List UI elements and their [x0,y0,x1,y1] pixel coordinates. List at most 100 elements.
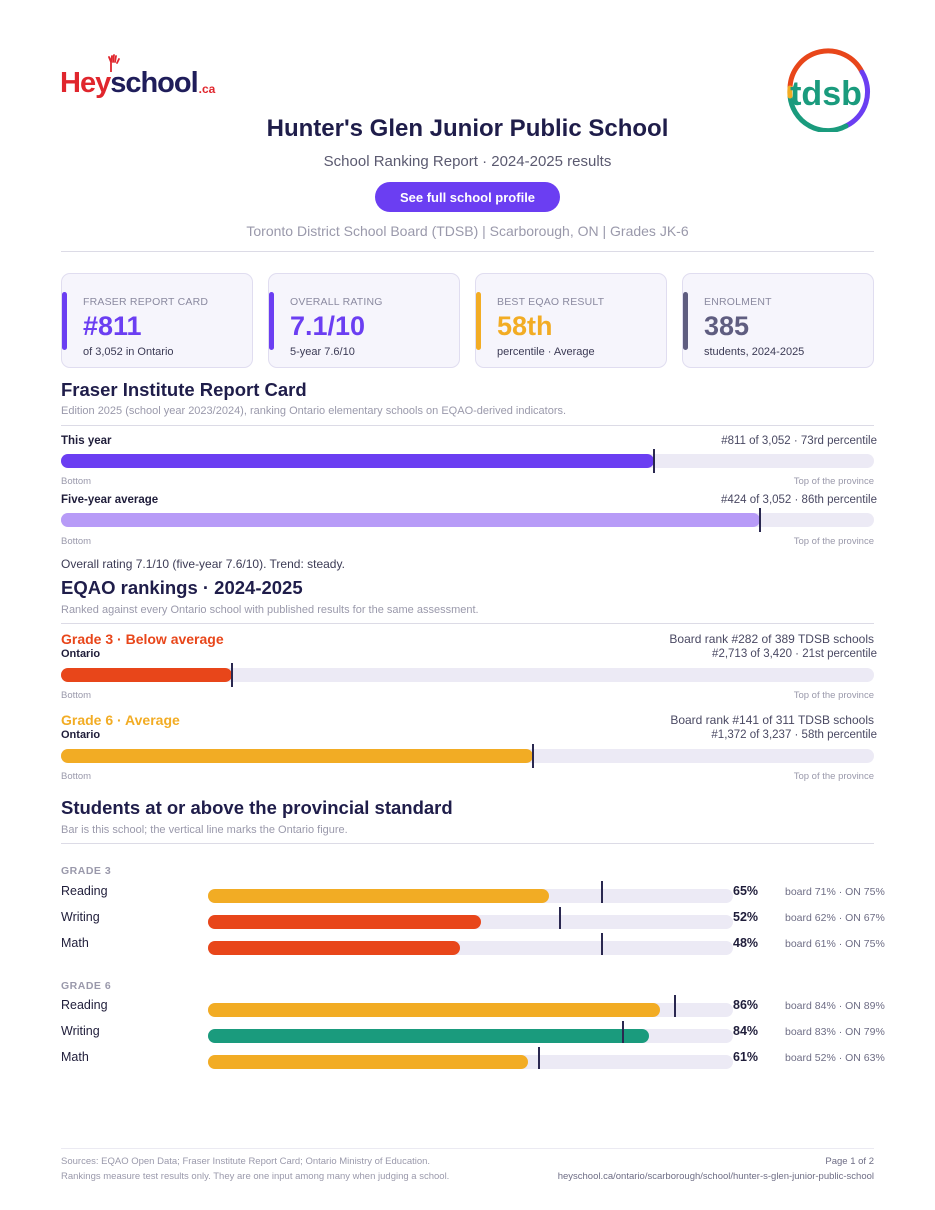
standard-comparison: board 62% · ON 67% [785,912,885,924]
eqao-grade6-board-rank: Board rank #141 of 311 TDSB schools [670,713,874,727]
standard-comparison: board 52% · ON 63% [785,1052,885,1064]
standard-bar-fill [208,1003,660,1017]
heyschool-logo[interactable]: Hey school .ca [60,54,216,100]
eqao-grade6-title: Grade 6 · Average [61,712,180,728]
standard-bar-track [208,1021,733,1043]
standard-bar-fill [208,1055,529,1069]
standard-bar-track [208,995,733,1017]
page-title: Hunter's Glen Junior Public School [266,115,669,142]
ontario-marker [537,1047,540,1069]
stat-card-enrolment: ENROLMENT 385 students, 2024-2025 [682,273,874,368]
fraser-note: Edition 2025 (school year 2023/2024), ra… [61,405,567,417]
standard-heading: Students at or above the provincial stan… [61,797,453,818]
scale-top-label: Top of the province [793,536,874,547]
standard-bar-track [208,933,733,955]
footer-sources: Sources: EQAO Open Data; Fraser Institut… [61,1154,449,1184]
fraser-summary: Overall rating 7.1/10 (five-year 7.6/10)… [61,557,345,571]
standard-subject-label: Writing [61,910,100,924]
standard-group-grade3: GRADE 3 [61,865,112,877]
standard-bar-fill [208,941,460,955]
eqao-grade3-board-rank: Board rank #282 of 389 TDSB schools [669,632,874,646]
full-profile-button[interactable]: See full school profile [375,182,560,212]
scale-bottom-label: Bottom [61,536,92,547]
stat-card-rating: OVERALL RATING 7.1/10 5-year 7.6/10 [268,273,460,368]
eqao-grade6-track [61,744,874,768]
fraser-this-year-marker [653,449,656,473]
logo-school: school [110,67,198,99]
logo-hey: Hey [60,67,111,99]
standard-bar-fill [208,889,550,903]
scale-top-label: Top of the province [793,771,874,782]
page-number: Page 1 of 2 [825,1156,874,1167]
card-value: #811 [83,311,142,341]
fraser-five-year-fill [61,513,761,527]
card-sub: percentile · Average [497,346,595,358]
school-meta: Toronto District School Board (TDSB) | S… [246,223,689,239]
tdsb-wordmark: tdsb [790,75,862,113]
eqao-grade3-rank: #2,713 of 3,420 · 21st percentile [712,648,877,660]
eqao-grade6-rank: #1,372 of 3,237 · 58th percentile [711,729,877,741]
standard-subject-label: Math [61,1050,89,1064]
standard-comparison: board 61% · ON 75% [785,938,885,950]
card-accent [683,292,688,350]
standard-note: Bar is this school; the vertical line ma… [61,824,348,836]
scale-bottom-label: Bottom [61,771,92,782]
eqao-grade3-fill [61,668,232,682]
scale-top-label: Top of the province [793,476,874,487]
fraser-five-year-label: Five-year average [61,494,159,506]
card-accent [476,292,481,350]
divider [61,1148,874,1149]
divider [61,623,874,624]
card-label: BEST EQAO RESULT [497,296,605,308]
card-label: FRASER REPORT CARD [83,296,209,308]
tdsb-logo: tdsb [787,48,871,132]
standard-percent: 84% [733,1024,759,1038]
standard-bar-fill [208,915,481,929]
ontario-marker [600,881,603,903]
standard-group-grade6: GRADE 6 [61,980,112,992]
card-sub: 5-year 7.6/10 [290,346,355,358]
footer-url[interactable]: heyschool.ca/ontario/scarborough/school/… [557,1171,874,1182]
scale-bottom-label: Bottom [61,690,92,701]
divider [61,843,874,844]
eqao-grade3-marker [230,663,233,687]
footer-right: Page 1 of 2 heyschool.ca/ontario/scarbor… [558,1154,874,1184]
ontario-marker [600,933,603,955]
fraser-this-year-rank: #811 of 3,052 · 73rd percentile [721,435,877,447]
card-sub: of 3,052 in Ontario [83,346,174,358]
standard-subject-label: Reading [61,884,108,898]
fraser-five-year-marker [759,508,762,532]
logo-ca: .ca [198,82,216,96]
fraser-this-year-track [61,449,874,473]
report-subtitle: School Ranking Report · 2024-2025 result… [323,153,612,170]
standard-bar-track [208,1047,733,1069]
standard-subject-label: Math [61,936,89,950]
standard-comparison: board 84% · ON 89% [785,1000,885,1012]
fraser-this-year-label: This year [61,435,112,447]
standard-bar-track [208,881,733,903]
eqao-grade3-scope: Ontario [61,648,101,660]
ontario-marker [558,907,561,929]
standard-percent: 48% [733,936,759,950]
eqao-grade6-fill [61,749,533,763]
card-accent [269,292,274,350]
scale-top-label: Top of the province [793,690,874,701]
standard-subject-label: Writing [61,1024,100,1038]
stat-card-eqao: BEST EQAO RESULT 58th percentile · Avera… [475,273,667,368]
standard-comparison: board 83% · ON 79% [785,1026,885,1038]
fraser-five-year-track [61,508,874,532]
standard-percent: 61% [733,1050,759,1064]
standard-percent: 52% [733,910,759,924]
fraser-heading: Fraser Institute Report Card [61,379,307,400]
standard-bar-fill [208,1029,649,1043]
standard-subject-label: Reading [61,998,108,1012]
fraser-five-year-rank: #424 of 3,052 · 86th percentile [720,494,877,506]
card-label: ENROLMENT [704,296,772,308]
standard-percent: 86% [733,998,759,1012]
divider [61,425,874,426]
card-sub: students, 2024-2025 [704,346,805,358]
ontario-marker [621,1021,624,1043]
eqao-note: Ranked against every Ontario school with… [61,604,479,616]
card-value: 7.1/10 [290,311,366,341]
card-label: OVERALL RATING [290,296,383,308]
